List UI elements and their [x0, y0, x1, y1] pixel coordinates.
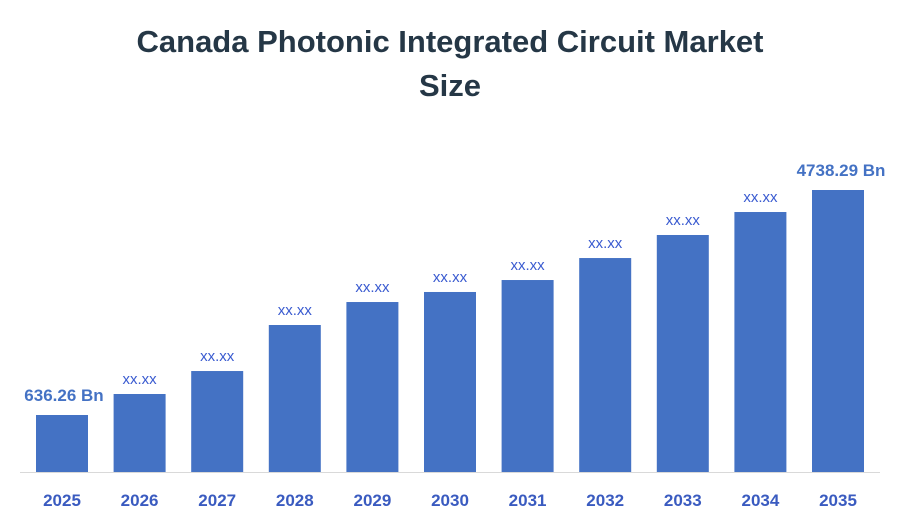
data-label-2034: xx.xx: [743, 189, 778, 206]
bar-2033: [656, 234, 709, 472]
bar-2027: [191, 371, 244, 472]
x-tick-label-2032: 2032: [586, 491, 624, 510]
x-tick-label-2030: 2030: [431, 491, 469, 510]
data-label-2028: xx.xx: [278, 302, 313, 319]
chart-title: Canada Photonic Integrated Circuit Marke…: [0, 20, 900, 108]
data-label-2029: xx.xx: [355, 279, 390, 296]
bar-2030: [424, 291, 476, 472]
data-label-2035: 4738.29 Bn: [797, 161, 886, 180]
x-tick-label-2031: 2031: [509, 491, 547, 510]
x-tick-label-2034: 2034: [741, 491, 779, 510]
chart-title-line-1: Canada Photonic Integrated Circuit Marke…: [136, 24, 764, 59]
x-tick-label-2033: 2033: [664, 491, 702, 510]
data-label-2033: xx.xx: [666, 212, 701, 229]
bar-2029: [346, 302, 399, 472]
x-tick-label-2035: 2035: [819, 491, 857, 510]
bar-2035: [812, 190, 864, 472]
x-tick-label-2027: 2027: [198, 491, 236, 510]
bar-2026: [113, 394, 166, 472]
data-label-2026: xx.xx: [123, 371, 158, 388]
data-label-2030: xx.xx: [433, 269, 468, 286]
bar-2028: [268, 325, 321, 472]
x-tick-label-2029: 2029: [353, 491, 391, 510]
x-tick-label-2026: 2026: [121, 491, 159, 510]
bar-2031: [501, 280, 554, 472]
bar-2032: [579, 258, 632, 472]
data-label-2032: xx.xx: [588, 235, 623, 252]
data-label-2027: xx.xx: [200, 348, 235, 365]
bar-2025: [36, 415, 88, 472]
data-label-2025: 636.26 Bn: [24, 386, 103, 405]
chart-title-line-2: Size: [418, 68, 482, 103]
x-tick-label-2028: 2028: [276, 491, 314, 510]
data-label-2031: xx.xx: [511, 257, 546, 274]
bar-2034: [734, 212, 787, 472]
x-tick-label-2025: 2025: [43, 491, 81, 510]
